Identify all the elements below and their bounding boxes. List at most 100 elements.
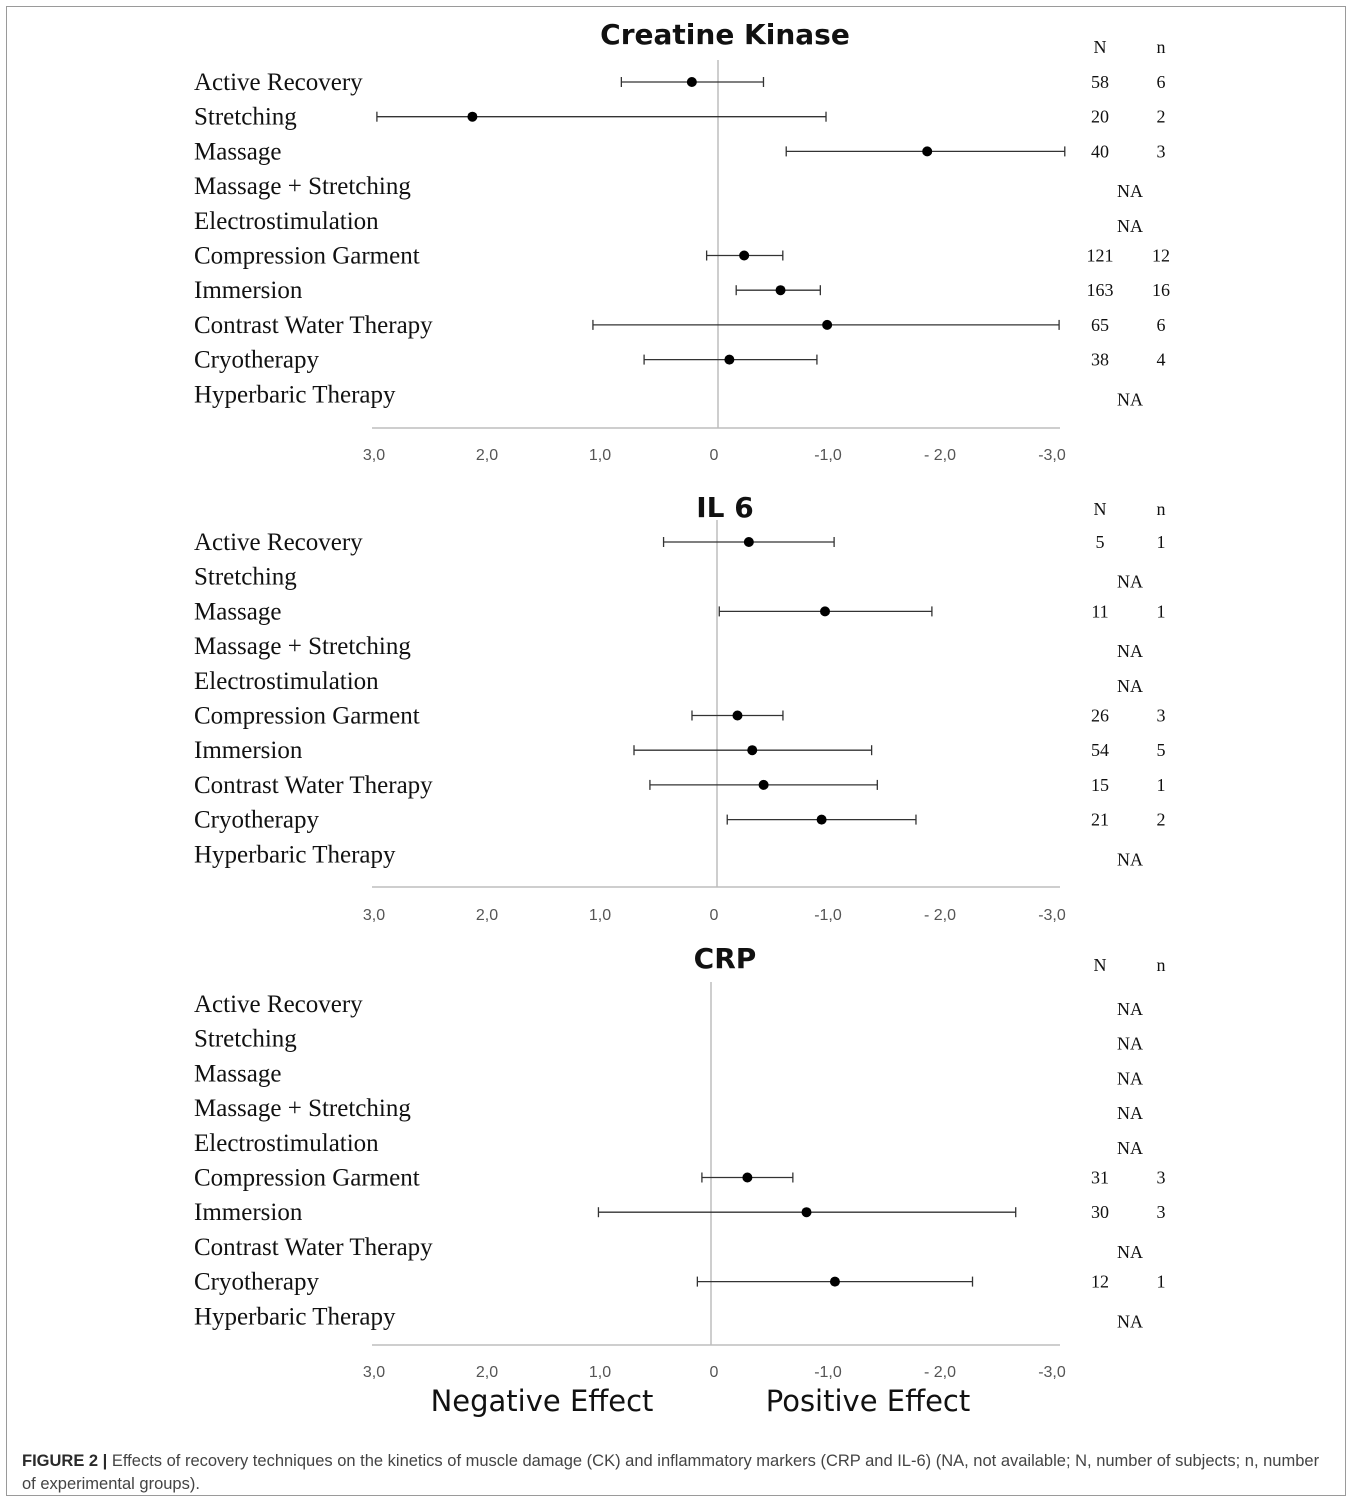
crp-N-compression-garment: 31: [1091, 1168, 1109, 1188]
il-6-tick-label: 3,0: [363, 907, 385, 924]
crp-row-label-stretching: Stretching: [194, 1026, 297, 1053]
crp-row-label-electrostimulation: Electrostimulation: [194, 1130, 379, 1157]
creatine-kinase-tick-label: 0: [710, 447, 719, 464]
creatine-kinase-header-n: n: [1157, 37, 1166, 57]
creatine-kinase-n-contrast-water-therapy: 6: [1157, 315, 1166, 335]
il-6-n-contrast-water-therapy: 1: [1157, 775, 1166, 795]
negative-effect-label: Negative Effect: [431, 1384, 654, 1418]
il-6-N-cryotherapy: 21: [1091, 810, 1109, 830]
creatine-kinase-row-label-contrast-water-therapy: Contrast Water Therapy: [194, 312, 433, 339]
il-6-row-label-cryotherapy: Cryotherapy: [194, 807, 319, 834]
figure-caption: FIGURE 2 | Effects of recovery technique…: [22, 1450, 1322, 1496]
crp-row-label-immersion: Immersion: [194, 1199, 303, 1226]
crp-tick-label: 3,0: [363, 1364, 385, 1381]
crp-header-n: n: [1157, 955, 1166, 975]
il-6-tick-label: 1,0: [589, 907, 611, 924]
creatine-kinase-N-contrast-water-therapy: 65: [1091, 315, 1109, 335]
creatine-kinase-header-N: N: [1094, 37, 1107, 57]
caption-text: Effects of recovery techniques on the ki…: [22, 1452, 1320, 1493]
il-6-n-cryotherapy: 2: [1157, 810, 1166, 830]
crp-na-massage-stretching: NA: [1117, 1103, 1143, 1123]
creatine-kinase-na-hyperbaric-therapy: NA: [1117, 389, 1143, 409]
creatine-kinase-tick-label: 3,0: [363, 447, 385, 464]
crp-row-label-contrast-water-therapy: Contrast Water Therapy: [194, 1234, 433, 1261]
creatine-kinase-title: Creatine Kinase: [600, 18, 850, 51]
crp-tick-label: -1,0: [814, 1364, 842, 1381]
creatine-kinase-row-label-cryotherapy: Cryotherapy: [194, 347, 319, 374]
creatine-kinase-row-label-compression-garment: Compression Garment: [194, 243, 420, 270]
il-6-point-cryotherapy: [816, 814, 827, 825]
il-6-tick-label: 0: [710, 907, 719, 924]
crp-N-cryotherapy: 12: [1091, 1272, 1109, 1292]
crp-na-massage: NA: [1117, 1068, 1143, 1088]
il-6-row-label-stretching: Stretching: [194, 564, 297, 591]
crp-row-label-hyperbaric-therapy: Hyperbaric Therapy: [194, 1303, 396, 1330]
crp-row-label-active-recovery: Active Recovery: [194, 991, 363, 1018]
crp-na-active-recovery: NA: [1117, 999, 1143, 1019]
creatine-kinase-N-stretching: 20: [1091, 107, 1109, 127]
crp-n-cryotherapy: 1: [1157, 1272, 1166, 1292]
il-6-point-contrast-water-therapy: [758, 779, 769, 790]
il-6-N-contrast-water-therapy: 15: [1091, 775, 1109, 795]
il-6-N-massage: 11: [1091, 601, 1108, 621]
creatine-kinase-N-cryotherapy: 38: [1091, 350, 1109, 370]
creatine-kinase-N-immersion: 163: [1087, 280, 1114, 300]
crp-n-compression-garment: 3: [1157, 1168, 1166, 1188]
il-6-row-label-immersion: Immersion: [194, 737, 303, 764]
figure-frame: [6, 6, 1346, 1496]
crp-tick-label: 1,0: [589, 1364, 611, 1381]
creatine-kinase-n-immersion: 16: [1152, 280, 1170, 300]
crp-row-label-compression-garment: Compression Garment: [194, 1165, 420, 1192]
il-6-tick-label: -3,0: [1038, 907, 1066, 924]
il-6-point-compression-garment: [732, 710, 743, 721]
crp-na-hyperbaric-therapy: NA: [1117, 1311, 1143, 1331]
il-6-N-immersion: 54: [1091, 740, 1109, 760]
il-6-na-hyperbaric-therapy: NA: [1117, 849, 1143, 869]
creatine-kinase-point-cryotherapy: [724, 354, 735, 365]
il-6-point-massage: [820, 606, 831, 617]
crp-n-immersion: 3: [1157, 1202, 1166, 1222]
il-6-row-label-active-recovery: Active Recovery: [194, 529, 363, 556]
crp-header-N: N: [1094, 955, 1107, 975]
creatine-kinase-na-massage-stretching: NA: [1117, 181, 1143, 201]
crp-tick-label: -3,0: [1038, 1364, 1066, 1381]
creatine-kinase-point-massage: [922, 146, 933, 157]
crp-point-cryotherapy: [829, 1276, 840, 1287]
il-6-point-active-recovery: [743, 537, 754, 547]
creatine-kinase-n-cryotherapy: 4: [1157, 350, 1166, 370]
creatine-kinase-point-compression-garment: [739, 250, 750, 261]
il-6-title: IL 6: [696, 491, 754, 524]
creatine-kinase-N-active-recovery: 58: [1091, 72, 1109, 92]
crp-point-immersion: [801, 1207, 812, 1218]
creatine-kinase-tick-label: 1,0: [589, 447, 611, 464]
creatine-kinase-row-label-massage: Massage: [194, 138, 281, 165]
crp-na-contrast-water-therapy: NA: [1117, 1242, 1143, 1262]
il-6-tick-label: - 2,0: [924, 907, 956, 924]
crp-title: CRP: [694, 942, 757, 975]
creatine-kinase-na-electrostimulation: NA: [1117, 216, 1143, 236]
il-6-n-immersion: 5: [1157, 740, 1166, 760]
il-6-tick-label: -1,0: [814, 907, 842, 924]
caption-label: FIGURE 2 |: [22, 1452, 108, 1470]
il-6-row-label-massage-stretching: Massage + Stretching: [194, 633, 411, 660]
creatine-kinase-tick-label: -1,0: [814, 447, 842, 464]
il-6-na-electrostimulation: NA: [1117, 676, 1143, 696]
crp-point-compression-garment: [742, 1172, 753, 1183]
il-6-na-stretching: NA: [1117, 572, 1143, 592]
creatine-kinase-row-label-stretching: Stretching: [194, 104, 297, 131]
creatine-kinase-tick-label: -3,0: [1038, 447, 1066, 464]
il-6-row-label-electrostimulation: Electrostimulation: [194, 668, 379, 695]
creatine-kinase-n-massage: 3: [1157, 141, 1166, 161]
crp-tick-label: - 2,0: [924, 1364, 956, 1381]
il-6-point-immersion: [747, 745, 758, 756]
creatine-kinase-N-massage: 40: [1091, 141, 1109, 161]
il-6-header-N: N: [1094, 499, 1107, 519]
crp-na-stretching: NA: [1117, 1034, 1143, 1054]
creatine-kinase-row-label-hyperbaric-therapy: Hyperbaric Therapy: [194, 381, 396, 408]
creatine-kinase-N-compression-garment: 121: [1087, 246, 1114, 266]
il-6-row-label-compression-garment: Compression Garment: [194, 703, 420, 730]
crp-row-label-massage-stretching: Massage + Stretching: [194, 1095, 411, 1122]
il-6-N-active-recovery: 5: [1096, 532, 1105, 552]
creatine-kinase-row-label-massage-stretching: Massage + Stretching: [194, 173, 411, 200]
